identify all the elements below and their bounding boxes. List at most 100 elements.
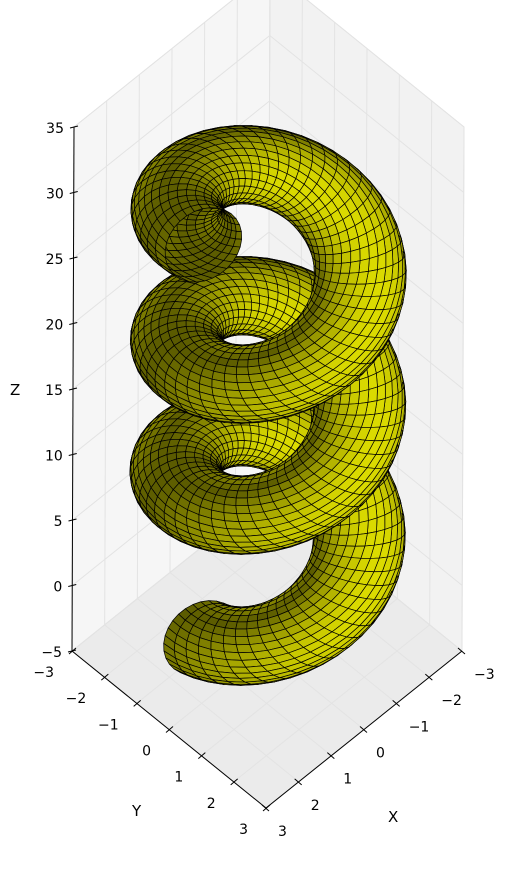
x-tick-label: −1: [409, 719, 430, 735]
surface-facet: [357, 520, 369, 535]
z-tick-label: 0: [53, 580, 62, 596]
y-tick-label: 2: [207, 796, 216, 812]
z-tick: [69, 256, 78, 260]
surface-facet: [349, 260, 361, 274]
surface-facet: [376, 514, 386, 532]
surface-facet: [243, 440, 252, 449]
y-tick-label: −1: [98, 717, 119, 733]
surface-facet: [235, 497, 249, 507]
y-tick: [262, 804, 271, 812]
surface-facet: [169, 272, 190, 282]
y-tick-label: 3: [239, 822, 248, 838]
surface-facet: [358, 507, 369, 524]
y-tick: [101, 673, 109, 681]
surface-facet: [243, 301, 253, 311]
surface-facet: [358, 389, 370, 404]
surface-facet: [325, 254, 334, 264]
surface-facet: [185, 451, 195, 458]
x-tick: [392, 699, 400, 707]
z-tick: [68, 584, 77, 587]
grid-line-x: [104, 100, 108, 625]
x-axis-label: X: [388, 808, 398, 826]
y-tick-label: −3: [33, 665, 54, 681]
surface-facet: [236, 366, 249, 376]
y-tick: [68, 647, 77, 655]
grid-line-y: [233, 624, 430, 783]
surface-facet: [238, 309, 246, 318]
surface-facet: [236, 374, 252, 384]
y-tick: [198, 752, 206, 760]
x-tick-label: 1: [343, 772, 352, 788]
surface-facet: [229, 230, 237, 240]
surface-facet: [368, 255, 379, 272]
surface-facet: [350, 248, 361, 263]
x-tick: [457, 647, 466, 655]
z-tick-label: 30: [46, 187, 64, 203]
z-tick-label: 20: [45, 318, 63, 334]
surface-facet: [185, 219, 197, 226]
surface-facet: [238, 178, 246, 187]
z-tick-label: 5: [54, 514, 63, 530]
surface-facet: [256, 543, 281, 551]
surface-facet: [243, 309, 252, 318]
z-axis-label: Z: [10, 381, 20, 399]
y-tick-label: 1: [174, 770, 183, 786]
surface-facet: [321, 236, 333, 247]
x-tick: [294, 778, 302, 786]
z-tick-label: 35: [46, 121, 64, 137]
surface-facet: [223, 504, 238, 515]
x-tick: [327, 752, 335, 760]
surface-facet: [243, 432, 252, 442]
surface-facet: [359, 245, 370, 262]
tick-marks: [67, 125, 466, 812]
z-tick: [69, 322, 78, 325]
surface-facet: [390, 508, 398, 528]
surface-facet: [348, 391, 360, 405]
surface-facet: [377, 252, 387, 270]
surface-facet: [222, 635, 237, 646]
surface-facet: [339, 523, 351, 536]
surface-facet: [244, 170, 253, 180]
surface-facet: [391, 377, 399, 397]
grid-line-y: [461, 126, 465, 652]
z-tick: [69, 191, 78, 194]
surface-facet: [237, 440, 245, 449]
y-tick: [133, 699, 141, 707]
surface-facet: [358, 376, 370, 393]
x-tick-label: 3: [278, 824, 287, 840]
z-tick-label: 15: [45, 383, 63, 399]
surface-facet: [236, 359, 249, 368]
y-tick: [165, 726, 174, 733]
surface-facet: [177, 230, 189, 238]
z-tick-label: −5: [41, 645, 62, 661]
surface-facet: [256, 674, 280, 682]
z-tick-label: 10: [45, 449, 63, 465]
surface-facet: [339, 392, 351, 405]
surface-facet: [185, 320, 196, 327]
surface-facet: [235, 621, 248, 630]
z-tick-label: 25: [46, 252, 64, 268]
surface-facet: [385, 249, 394, 268]
surface-facet: [358, 258, 370, 273]
y-tick-label: −2: [66, 691, 87, 707]
surface-facet: [376, 383, 386, 401]
surface-facet: [341, 251, 352, 264]
grid-line-y: [429, 100, 433, 625]
x-tick-label: 0: [376, 746, 385, 762]
surface-facet: [323, 244, 334, 256]
surface-facet: [332, 252, 342, 264]
surface-facet: [340, 261, 352, 274]
surface-facet: [367, 517, 378, 534]
surface-facet: [324, 262, 334, 274]
surface-facet: [391, 246, 399, 266]
surface-facet: [176, 223, 188, 232]
helix-surface: [129, 125, 407, 686]
surface-facet: [331, 262, 342, 274]
surface-facet: [244, 178, 253, 187]
y-tick-label: 0: [142, 744, 151, 760]
x-tick: [261, 804, 270, 812]
surface-facet: [367, 386, 378, 403]
surface-facet: [257, 412, 281, 420]
